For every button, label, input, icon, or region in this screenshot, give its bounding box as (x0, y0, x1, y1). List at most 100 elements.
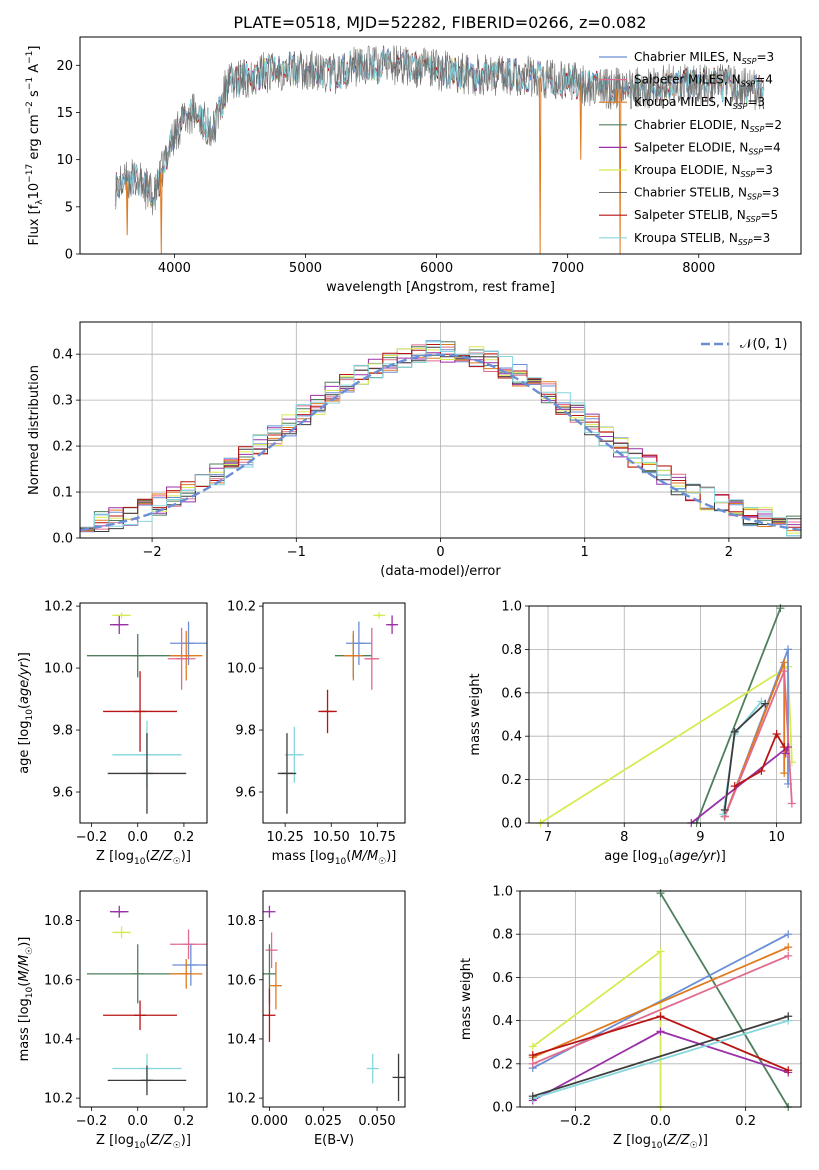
y-tick-label: 10 (56, 153, 73, 168)
y-tick-label: 10.2 (44, 600, 73, 615)
label-part: 10 (651, 1141, 663, 1151)
legend-entry: Chabrier MILES, NSSP=3 (634, 50, 774, 66)
x-tick-label: 5000 (289, 261, 322, 276)
label-part: Z [log (96, 849, 134, 864)
x-tick-label: 1 (581, 545, 589, 560)
weight-marker (784, 930, 793, 939)
legend-entry: Kroupa STELIB, NSSP=3 (634, 231, 770, 247)
weight-marker (784, 1066, 793, 1075)
label-part: =3 (755, 163, 773, 177)
x-axis-label: Z [log10(Z/Z☉)] (96, 1133, 191, 1151)
label-part: =3 (756, 50, 774, 64)
y-tick-label: 9.8 (235, 724, 256, 739)
y-tick-label: 0.0 (492, 1101, 513, 1116)
y-axis-label: mass weight (459, 958, 474, 1040)
weight-marker (719, 810, 728, 819)
spectrum-dip (125, 182, 129, 236)
figure-title: PLATE=0518, MJD=52282, FIBERID=0266, z=0… (233, 13, 646, 32)
x-tick-label: −1 (287, 545, 306, 560)
y-tick-label: 10.2 (44, 1092, 73, 1107)
x-tick-label: 7000 (551, 261, 584, 276)
weight-marker (761, 699, 770, 708)
weight-marker (784, 1012, 793, 1021)
weight-marker (730, 727, 739, 736)
weight-marker (780, 658, 789, 667)
label-part: mass [log (17, 998, 32, 1061)
label-part: λ (35, 199, 45, 205)
weight-marker (757, 766, 766, 775)
x-tick-label: −0.2 (560, 1114, 592, 1129)
y-tick-label: 9.8 (52, 724, 73, 739)
x-tick-label: 0.025 (305, 1114, 342, 1129)
label-part: Flux [f (27, 204, 42, 245)
label-part: Kroupa STELIB, N (634, 231, 738, 245)
label-part: )] (17, 937, 32, 947)
x-axis-label: Z [log10(Z/Z☉)] (96, 849, 191, 867)
label-part: 10 (657, 857, 669, 867)
plot-frame (79, 36, 802, 255)
label-part: ☉ (173, 857, 181, 867)
label-part: SSP (748, 147, 763, 156)
weight-line (690, 744, 790, 823)
label-part: 10 (25, 709, 35, 721)
gaussian-curve (80, 353, 801, 532)
y-tick-label: 0.3 (52, 394, 73, 409)
plot-frame (528, 605, 802, 824)
label-part: M/M (17, 955, 32, 982)
label-part: s (27, 90, 42, 101)
x-tick-label: 6000 (420, 261, 453, 276)
weight-marker (776, 604, 785, 613)
x-axis-label: E(B-V) (314, 1133, 354, 1148)
x-tick-label: 0.000 (251, 1114, 288, 1129)
weight-line (695, 607, 782, 823)
legend-entry: Kroupa ELODIE, NSSP=3 (634, 163, 773, 179)
weight-marker (656, 947, 665, 956)
label-part: )] (386, 849, 396, 864)
label-part: SSP (741, 80, 756, 89)
y-tick-label: 10.6 (227, 973, 256, 988)
mass-vs-metallicity-plot: −0.2 0.0 0.210.210.410.610.8Z [log10(Z/Z☉)… (17, 890, 208, 1151)
label-part: Chabrier MILES, N (634, 50, 742, 64)
label-part: =3 (747, 95, 765, 109)
label-part: Z [log (613, 1133, 651, 1148)
y-tick-label: 1.0 (501, 600, 522, 615)
label-part: SSP (742, 57, 757, 66)
label-part: age/yr (674, 849, 717, 864)
x-tick-label: 0.2 (174, 830, 195, 845)
x-tick-label: 0.2 (735, 1114, 756, 1129)
weight-marker (784, 951, 793, 960)
x-tick-label: 4000 (158, 261, 191, 276)
weight-marker (528, 1051, 537, 1060)
label-part: 10 (27, 183, 42, 200)
legend-entry: Salpeter MILES, NSSP=4 (634, 73, 773, 89)
label-part: M/M (351, 849, 378, 864)
label-part: 10 (134, 1141, 146, 1151)
y-tick-label: 0.2 (52, 440, 73, 455)
label-part: =4 (755, 73, 773, 87)
label-part: ( (346, 849, 351, 864)
age-vs-metallicity-plot: −0.2 0.0 0.29.69.810.010.2Z [log10(Z/Z☉)]a… (17, 600, 208, 867)
weight-marker (528, 1059, 537, 1068)
y-axis-label: mass weight (468, 673, 483, 755)
weight-marker (656, 1012, 665, 1021)
legend-entry: Kroupa MILES, NSSP=3 (634, 95, 765, 111)
label-part: age/yr (17, 661, 32, 704)
x-axis-label: (data-model)/error (380, 564, 501, 579)
label-part: Chabrier STELIB, N (634, 186, 747, 200)
y-tick-label: 0.2 (492, 1057, 513, 1072)
weight-line (532, 1019, 789, 1100)
x-tick-label: 10.25 (267, 830, 304, 845)
x-tick-label: 0.050 (358, 1114, 395, 1129)
x-axis-label: wavelength [Angstrom, rest frame] (326, 280, 555, 295)
residual-histogram-plot: −2 −1 0 1 2 0.0 0.1 0.2 0.3 0.4 (data-model)/error… (27, 321, 802, 579)
weight-marker (780, 769, 789, 778)
x-axis-label: mass [log10(M/M☉)] (272, 849, 397, 867)
x-tick-label: 10 (768, 830, 785, 845)
label-part: ( (669, 849, 674, 864)
label-part: −1 (25, 51, 35, 64)
label-part: Salpeter STELIB, N (634, 208, 746, 222)
label-part: Z/Z (150, 849, 174, 864)
histogram-step (80, 341, 801, 537)
plot-frame (79, 890, 208, 1108)
